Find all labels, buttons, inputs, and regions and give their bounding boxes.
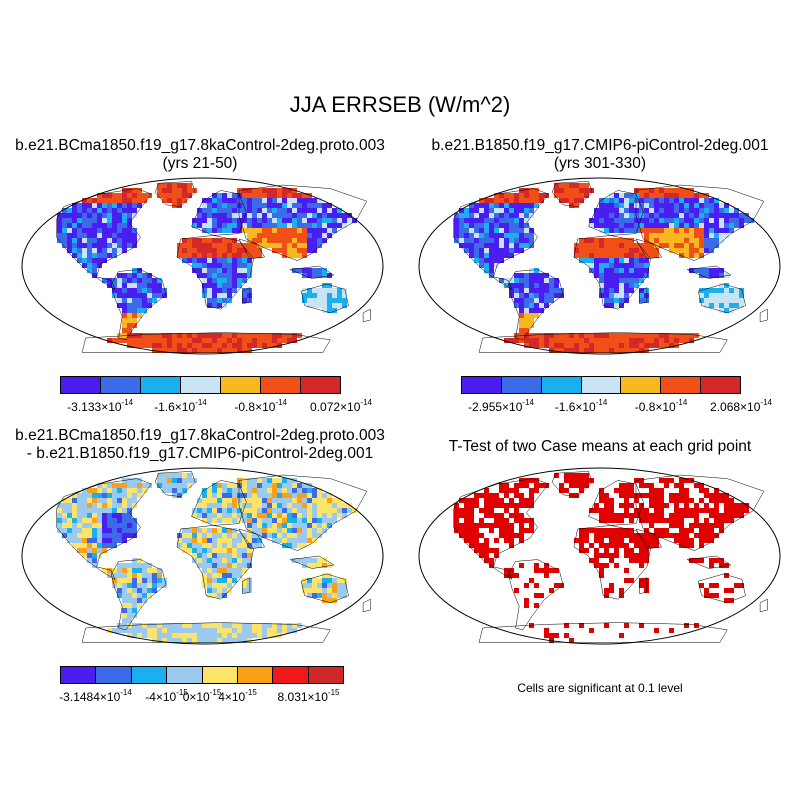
colorbar-tick-label: -2.955×10-14: [468, 398, 534, 414]
map-frame: [21, 177, 384, 355]
colorbar-swatch: [61, 377, 101, 393]
colorbar-swatch: [131, 667, 168, 683]
colorbar-tick-label: 8.031×10-15: [277, 688, 340, 704]
panel-3-title: b.e21.BCma1850.f19_g17.8kaControl-2deg.p…: [0, 427, 400, 463]
panel-1-map: [21, 177, 384, 355]
coastlines: [453, 181, 768, 353]
figure-title: JJA ERRSEB (W/m^2): [289, 92, 511, 117]
panel-3-title-line2: - b.e21.B1850.f19_g17.CMIP6-piControl-2d…: [26, 445, 374, 462]
colorbar-swatch: [581, 377, 622, 393]
colorbar-swatch: [202, 667, 238, 683]
colorbar-swatch: [301, 377, 340, 393]
panel-2-colorbar: [461, 376, 741, 394]
coastlines: [56, 181, 371, 353]
colorbar-tick-label: -0.8×10-14: [234, 398, 288, 414]
colorbar-tick-label: 0.072×10-14: [310, 398, 372, 414]
panel-1-title: b.e21.BCma1850.f19_g17.8kaControl-2deg.p…: [0, 137, 400, 173]
coastlines: [56, 471, 371, 643]
colorbar-tick-label: 0×10-15: [182, 688, 222, 704]
panel-3-colorbar: [60, 666, 344, 684]
grid-cells: [57, 183, 357, 353]
colorbar-swatch: [221, 377, 261, 393]
panel-2-title-line1: b.e21.B1850.f19_g17.CMIP6-piControl-2deg…: [431, 137, 769, 154]
coastlines: [453, 471, 768, 643]
colorbar-tick-label: -4×10-15: [145, 688, 188, 704]
panel-1-title-line2: (yrs 21-50): [162, 155, 238, 172]
panel-2-title: b.e21.B1850.f19_g17.CMIP6-piControl-2deg…: [400, 137, 800, 173]
panel-1-title-line1: b.e21.BCma1850.f19_g17.8kaControl-2deg.p…: [15, 137, 385, 154]
colorbar-swatch: [181, 377, 221, 393]
panel-4-map: [418, 467, 781, 645]
colorbar-tick-label: 4×10-15: [218, 688, 257, 704]
colorbar-swatch: [462, 377, 502, 393]
colorbar-swatch: [167, 667, 203, 683]
map-frame: [21, 467, 384, 645]
colorbar-tick-label: -0.8×10-14: [634, 398, 688, 414]
colorbar-swatch: [61, 667, 97, 683]
grid-cells: [454, 473, 749, 643]
colorbar-swatch: [237, 667, 274, 683]
colorbar-swatch: [661, 377, 702, 393]
grid-cells: [454, 183, 754, 353]
colorbar-swatch: [308, 667, 343, 683]
colorbar-tick-label: -3.133×10-14: [67, 398, 134, 414]
colorbar-swatch: [261, 377, 301, 393]
colorbar-swatch: [541, 377, 582, 393]
panel-3-title-line1: b.e21.BCma1850.f19_g17.8kaControl-2deg.p…: [15, 427, 385, 444]
colorbar-swatch: [101, 377, 141, 393]
map-frame: [418, 467, 781, 645]
colorbar-swatch: [701, 377, 741, 393]
panel-2-title-line2: (yrs 301-330): [553, 155, 647, 172]
colorbar-swatch: [273, 667, 309, 683]
panel-3-map: [21, 467, 384, 645]
significance-note: Cells are significant at 0.1 level: [517, 681, 683, 695]
colorbar-tick-label: 2.068×10-14: [710, 398, 772, 414]
colorbar-swatch: [141, 377, 181, 393]
colorbar-tick-label: -1.6×10-14: [154, 398, 207, 414]
colorbar-swatch: [621, 377, 662, 393]
colorbar-swatch: [96, 667, 132, 683]
panel-4-title: T-Test of two Case means at each grid po…: [400, 438, 800, 456]
map-frame: [418, 177, 781, 355]
colorbar-tick-label: -1.6×10-14: [554, 398, 608, 414]
panel-4-title-line1: T-Test of two Case means at each grid po…: [448, 438, 752, 455]
panel-1-colorbar: [60, 376, 341, 394]
colorbar-tick-label: -3.1484×10-14: [59, 688, 132, 704]
colorbar-swatch: [501, 377, 542, 393]
panel-2-map: [418, 177, 781, 355]
